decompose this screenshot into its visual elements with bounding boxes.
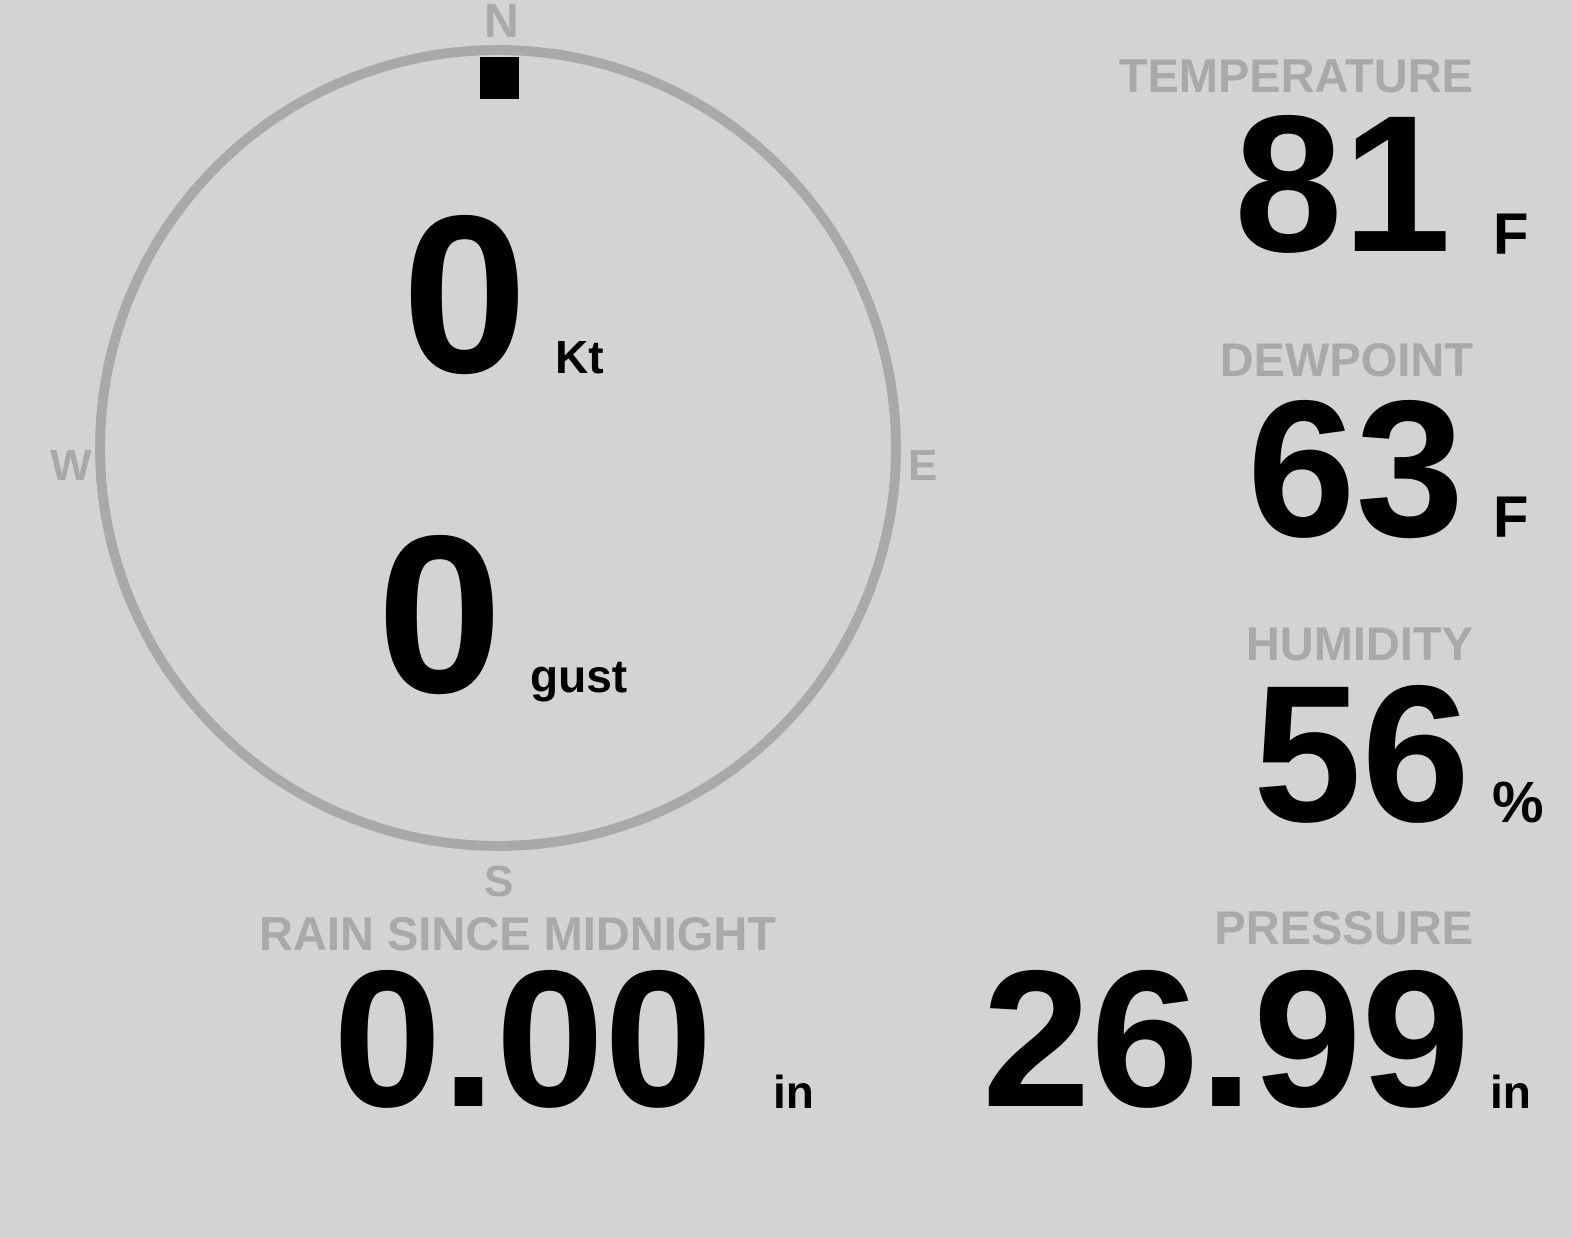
compass-ring bbox=[95, 45, 901, 851]
pressure-label: PRESSURE bbox=[1214, 901, 1473, 954]
wind-speed-value: 0 bbox=[402, 168, 528, 420]
compass-n: N bbox=[484, 0, 519, 48]
dewpoint-unit: F bbox=[1493, 485, 1529, 550]
wind-speed-unit: Kt bbox=[555, 331, 604, 383]
wind-compass bbox=[95, 45, 901, 851]
compass-w: W bbox=[50, 441, 92, 490]
temperature-unit: F bbox=[1493, 202, 1529, 267]
wind-gust-value: 0 bbox=[377, 488, 503, 740]
temperature-label: TEMPERATURE bbox=[1118, 49, 1473, 102]
wind-direction-marker bbox=[480, 57, 519, 99]
pressure-value: 26.99 bbox=[982, 930, 1470, 1148]
temperature-value: 81 bbox=[1234, 75, 1451, 293]
wind-gust-unit: gust bbox=[530, 650, 628, 702]
compass-e: E bbox=[908, 441, 938, 490]
humidity-value: 56 bbox=[1253, 645, 1470, 863]
pressure-unit: in bbox=[1490, 1066, 1531, 1118]
dewpoint-label: DEWPOINT bbox=[1219, 333, 1473, 386]
rain-value: 0.00 bbox=[333, 930, 713, 1148]
humidity-unit: % bbox=[1492, 770, 1544, 835]
humidity-label: HUMIDITY bbox=[1245, 617, 1473, 670]
rain-unit: in bbox=[773, 1066, 814, 1118]
dewpoint-value: 63 bbox=[1247, 360, 1464, 578]
rain-label: RAIN SINCE MIDNIGHT bbox=[259, 907, 776, 960]
compass-s: S bbox=[484, 857, 514, 906]
